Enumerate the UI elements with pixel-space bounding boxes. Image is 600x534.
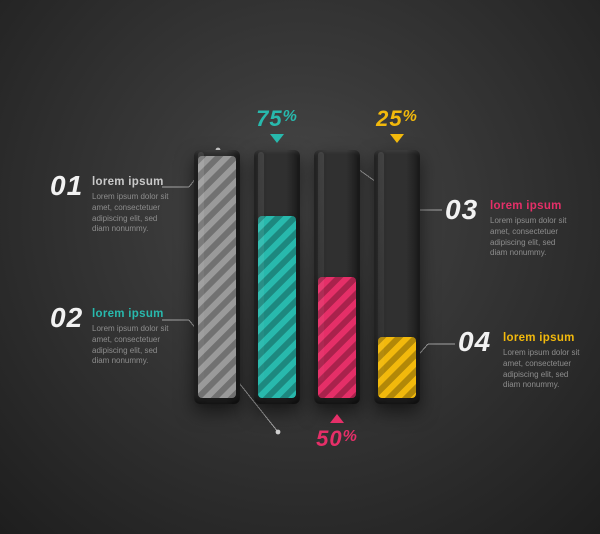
bar-2-tube — [254, 150, 300, 404]
bar-4-percent-label: 25% — [376, 106, 418, 132]
block-02-body: Lorem ipsum dolor sit amet, consectetuer… — [92, 324, 172, 367]
block-03-title: lorem ipsum — [490, 200, 562, 212]
leader-lines — [0, 0, 600, 534]
block-03-body: Lorem ipsum dolor sit amet, consectetuer… — [490, 216, 570, 259]
bar-2-pointer-icon — [270, 134, 284, 143]
bar-3-fill — [318, 277, 356, 398]
bar-2-percent-label: 75% — [256, 106, 298, 132]
bar-2-fill — [258, 216, 296, 398]
bar-3-percent-value: 50 — [316, 426, 342, 452]
percent-symbol: % — [343, 428, 358, 446]
block-03-number: 03 — [445, 194, 478, 226]
bar-4-fill — [378, 337, 416, 398]
bar-1-fill — [198, 156, 236, 398]
block-01-number: 01 — [50, 170, 83, 202]
bar-3-pointer-icon — [330, 414, 344, 423]
bar-4-pointer-icon — [390, 134, 404, 143]
bar-3-percent-label: 50% — [316, 426, 358, 452]
bar-4-percent-value: 25 — [376, 106, 402, 132]
block-02-title: lorem ipsum — [92, 308, 164, 320]
bar-3-tube — [314, 150, 360, 404]
block-02-number: 02 — [50, 302, 83, 334]
bar-4-tube — [374, 150, 420, 404]
block-04-number: 04 — [458, 326, 491, 358]
block-04-title: lorem ipsum — [503, 332, 575, 344]
infographic-stage: 75%50%25% 01 lorem ipsum Lorem ipsum dol… — [0, 0, 600, 534]
block-04-body: Lorem ipsum dolor sit amet, consectetuer… — [503, 348, 583, 391]
percent-symbol: % — [283, 108, 298, 126]
bar-1-tube — [194, 150, 240, 404]
bar-2-percent-value: 75 — [256, 106, 282, 132]
block-01-title: lorem ipsum — [92, 176, 164, 188]
percent-symbol: % — [403, 108, 418, 126]
block-01-body: Lorem ipsum dolor sit amet, consectetuer… — [92, 192, 172, 235]
